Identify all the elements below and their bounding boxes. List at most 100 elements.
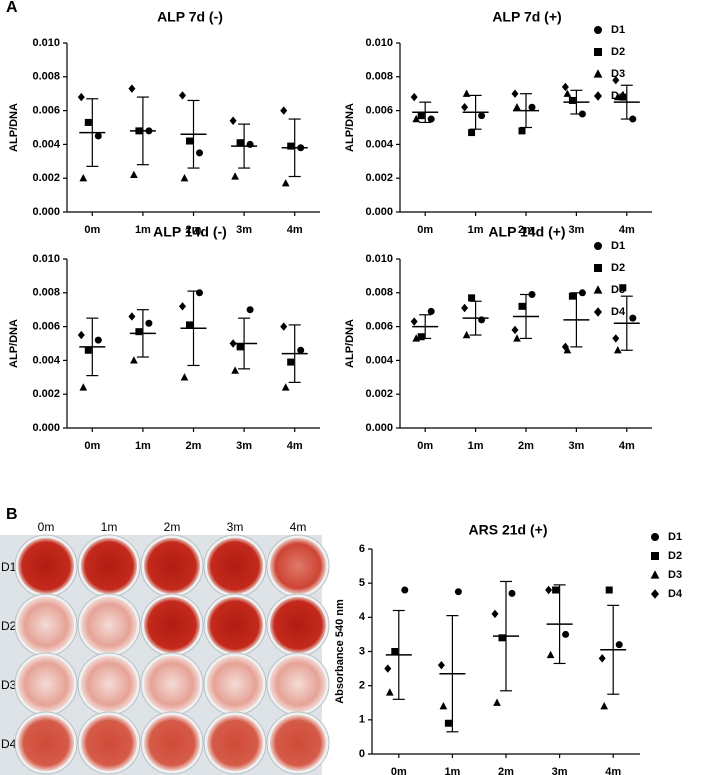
y-tick-label: 3 (359, 645, 365, 657)
data-point (568, 292, 576, 300)
y-tick-label: 2 (359, 680, 365, 692)
data-point (297, 346, 305, 354)
legend-label: D1 (668, 531, 682, 543)
legend-label: D2 (668, 550, 682, 562)
data-point (84, 118, 92, 126)
legend-marker (594, 48, 602, 56)
x-tick-label: 2m (498, 766, 514, 775)
data-point (613, 346, 622, 354)
x-tick-label: 1m (135, 224, 151, 236)
plate-row-label: D3 (1, 678, 17, 692)
data-point (196, 289, 203, 297)
data-point (297, 144, 305, 152)
data-point (281, 383, 290, 391)
legend-marker (650, 570, 660, 579)
y-tick-label: 0.000 (365, 206, 393, 218)
plate-well (144, 538, 200, 594)
y-axis-title: Absorbance 540 nm (334, 599, 346, 704)
data-point (462, 330, 471, 339)
y-tick-label: 0.006 (32, 105, 60, 117)
data-point (619, 284, 627, 292)
data-point (508, 589, 516, 597)
legend-label: D3 (611, 68, 625, 80)
data-point (79, 174, 88, 182)
data-point (186, 137, 193, 145)
panel-label: A (6, 0, 18, 16)
plate-column-label: 3m (227, 520, 244, 534)
data-point (287, 142, 295, 150)
data-point (145, 319, 153, 327)
panel-label: B (6, 506, 18, 523)
legend-label: D4 (611, 306, 626, 318)
y-axis-title: ALP/DNA (8, 319, 20, 368)
x-tick-label: 4m (287, 440, 303, 452)
plate-well (81, 656, 137, 712)
data-point (613, 92, 622, 101)
data-point (135, 127, 143, 135)
y-tick-label: 0.000 (32, 422, 60, 434)
plate-well (144, 656, 200, 712)
data-point (79, 383, 88, 391)
legend-label: D4 (611, 90, 626, 102)
data-point (562, 630, 570, 638)
y-tick-label: 0.006 (32, 321, 60, 333)
plate-column-label: 0m (38, 520, 55, 534)
data-point (528, 103, 536, 111)
data-point (417, 112, 425, 120)
data-point (437, 660, 445, 670)
legend-marker (593, 69, 603, 78)
data-point (612, 334, 620, 343)
data-point (518, 127, 526, 135)
plate-well (207, 597, 263, 653)
x-tick-label: 3m (568, 224, 584, 236)
data-point (130, 170, 138, 178)
y-tick-label: 0.006 (365, 321, 393, 333)
legend-marker (594, 91, 602, 101)
legend-marker (594, 307, 602, 317)
legend-marker (594, 26, 602, 34)
data-point (231, 366, 239, 374)
data-point (84, 346, 92, 354)
data-point (77, 92, 85, 102)
x-tick-label: 0m (417, 224, 433, 236)
plate-well (81, 597, 137, 653)
y-tick-label: 0.008 (32, 287, 60, 299)
data-point (130, 356, 138, 364)
data-point (578, 289, 586, 297)
data-point (561, 82, 569, 92)
data-point (246, 140, 254, 148)
y-tick-label: 0.008 (365, 287, 393, 299)
data-point (513, 103, 521, 111)
y-tick-label: 0.002 (32, 172, 60, 184)
data-point (427, 307, 435, 315)
plate-well (270, 597, 326, 653)
plate-well (18, 656, 74, 712)
data-point (401, 586, 409, 594)
y-tick-label: 0.004 (365, 138, 393, 150)
data-point (384, 664, 392, 673)
data-point (179, 302, 186, 311)
data-point (563, 89, 572, 97)
data-point (493, 698, 501, 706)
data-point (462, 89, 471, 97)
data-point (518, 302, 526, 310)
data-point (281, 179, 290, 187)
legend-marker (651, 589, 659, 599)
y-tick-label: 0.000 (365, 422, 393, 434)
data-point (287, 358, 295, 366)
y-tick-label: 0 (359, 748, 365, 760)
x-tick-label: 3m (236, 440, 252, 452)
legend-marker (593, 285, 603, 294)
data-point (444, 719, 452, 727)
plate-column-label: 2m (164, 520, 181, 534)
data-point (600, 701, 609, 710)
data-point (598, 654, 606, 663)
plate-column-label: 4m (290, 520, 307, 534)
data-point (427, 115, 435, 123)
x-tick-label: 2m (186, 440, 202, 452)
data-point (412, 114, 421, 123)
data-point (552, 586, 560, 594)
y-tick-label: 0.002 (365, 388, 393, 400)
data-point (410, 92, 418, 102)
data-point (94, 336, 102, 344)
